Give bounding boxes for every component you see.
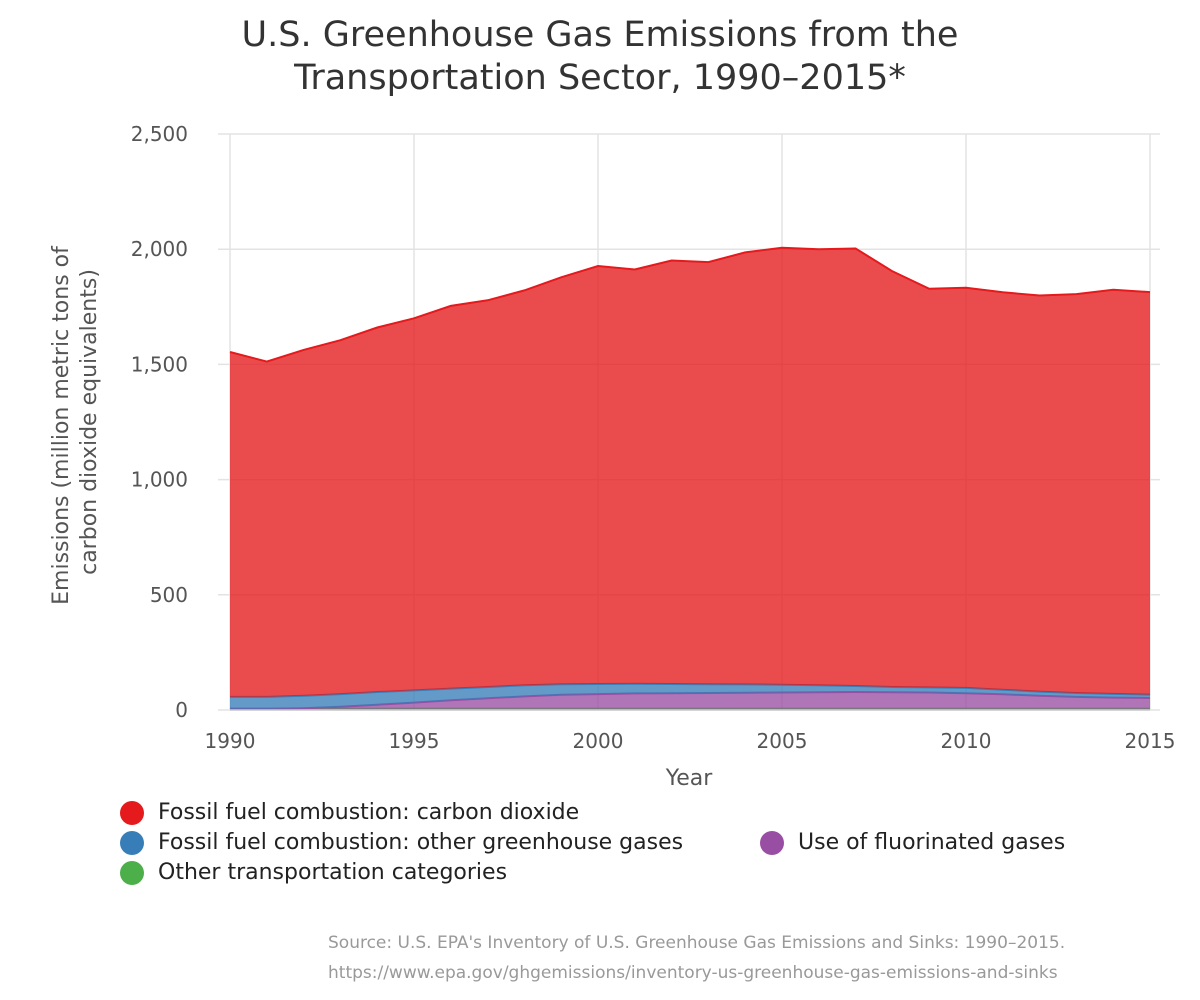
legend-label-other-ghg: Fossil fuel combustion: other greenhouse… <box>158 830 684 855</box>
legend-item-co2[interactable]: Fossil fuel combustion: carbon dioxide <box>120 800 579 825</box>
source-line-1: Source: U.S. EPA's Inventory of U.S. Gre… <box>328 933 1066 953</box>
legend-label-other-transport: Other transportation categories <box>158 860 508 885</box>
y-tick-label: 500 <box>150 583 188 607</box>
y-tick-label: 1,000 <box>131 468 188 492</box>
source-note: Source: U.S. EPA's Inventory of U.S. Gre… <box>328 928 1065 988</box>
area-use-of-fluorinated-gases <box>230 692 1150 709</box>
x-tick-label: 2010 <box>941 729 992 753</box>
y-tick-label: 0 <box>175 698 188 722</box>
legend: Fossil fuel combustion: carbon dioxide F… <box>120 800 1120 896</box>
legend-label-fluorinated: Use of fluorinated gases <box>798 830 1066 855</box>
x-tick-label: 1995 <box>389 729 440 753</box>
legend-item-other-ghg[interactable]: Fossil fuel combustion: other greenhouse… <box>120 830 683 855</box>
legend-marker-co2 <box>120 800 144 825</box>
legend-item-other-transport[interactable]: Other transportation categories <box>120 860 507 885</box>
legend-marker-other-transport <box>120 860 144 885</box>
y-tick-label: 1,500 <box>131 352 188 376</box>
x-axis-title: Year <box>665 766 714 791</box>
y-tick-label: 2,500 <box>131 122 188 146</box>
chart-title: U.S. Greenhouse Gas Emissions from the T… <box>0 14 1200 100</box>
area-fossil-fuel-combustion-other-greenhouse-gases <box>230 683 1150 709</box>
legend-marker-fluorinated <box>760 830 784 855</box>
x-tick-label: 1990 <box>205 729 256 753</box>
x-tick-label: 2015 <box>1125 729 1176 753</box>
chart-title-line-2: Transportation Sector, 1990–2015* <box>294 58 906 98</box>
y-axis-title-line-2: carbon dioxide equivalents) <box>77 269 102 575</box>
x-tick-label: 2000 <box>573 729 624 753</box>
legend-label-co2: Fossil fuel combustion: carbon dioxide <box>158 800 580 825</box>
y-axis-title: Emissions (million metric tons of carbon… <box>49 239 102 605</box>
area-fossil-fuel-combustion-carbon-dioxide <box>230 247 1150 697</box>
y-tick-label: 2,000 <box>131 237 188 261</box>
x-tick-label: 2005 <box>757 729 808 753</box>
chart-svg: 0 500 1,000 1,500 2,000 2,500 1990 1995 2000 2005… <box>49 122 1176 791</box>
chart-title-line-1: U.S. Greenhouse Gas Emissions from the <box>241 15 959 55</box>
y-axis-title-line-1: Emissions (million metric tons of <box>49 245 74 605</box>
legend-item-fluorinated[interactable]: Use of fluorinated gases <box>760 830 1065 855</box>
legend-marker-other-ghg <box>120 830 144 855</box>
area-layer <box>229 246 1151 710</box>
axis-layer: 0 500 1,000 1,500 2,000 2,500 1990 1995 2000 2005… <box>131 122 1176 753</box>
source-link[interactable]: https://www.epa.gov/ghgemissions/invento… <box>328 963 1058 983</box>
line-fossil-fuel-combustion-carbon-dioxide <box>229 246 1151 363</box>
